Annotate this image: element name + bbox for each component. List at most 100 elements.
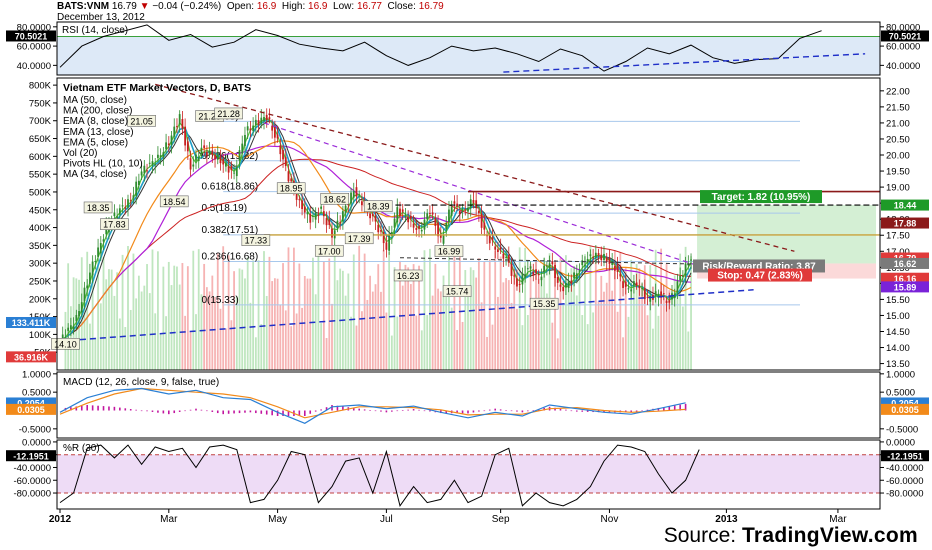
- volume-bar: [619, 252, 622, 370]
- candle-body: [78, 311, 80, 317]
- volume-bar: [516, 308, 518, 370]
- y-tick-label: 20.00: [886, 151, 910, 162]
- candle-body: [442, 234, 445, 244]
- candle-body: [448, 209, 450, 223]
- macd-histogram-bar: [565, 409, 567, 411]
- macd-panel: MACD (12, 26, close, 9, false, true) 1.00…: [6, 369, 929, 435]
- volume-bar: [412, 264, 415, 370]
- volume-bar: [317, 252, 320, 370]
- volume-bar: [344, 295, 347, 370]
- volume-bar: [377, 264, 380, 370]
- pivot-label: 21.05: [130, 116, 153, 126]
- volume-bar: [562, 304, 565, 370]
- volume-bar: [173, 265, 176, 370]
- candle-body: [355, 187, 358, 197]
- candle-body: [676, 281, 679, 292]
- tradingview-logo[interactable]: TradingView.com: [741, 524, 918, 547]
- volume-bar: [578, 274, 581, 370]
- macd-histogram-bar: [336, 405, 339, 411]
- symbol[interactable]: BATS:VNM: [57, 1, 110, 12]
- volume-bar: [545, 293, 548, 370]
- volume-bar: [589, 245, 592, 370]
- pivot-label: 17.39: [348, 234, 371, 244]
- ma200-line: [59, 158, 692, 342]
- candle-body: [178, 114, 181, 125]
- price-badge-bg: [881, 272, 929, 284]
- volume-bar: [167, 261, 170, 370]
- legend-entry: EMA (5, close): [63, 137, 128, 148]
- volume-bar: [404, 264, 407, 370]
- pivot-label: 17.33: [245, 236, 268, 246]
- volume-bar: [276, 278, 279, 370]
- volume-bar: [594, 253, 597, 370]
- volume-bar: [532, 309, 535, 370]
- volume-bar: [205, 287, 208, 370]
- candle-body: [605, 257, 608, 262]
- volume-bar: [396, 316, 399, 370]
- candle-body: [464, 209, 467, 211]
- macd-histogram-bar: [91, 405, 94, 411]
- rsi-trendline: [503, 53, 866, 73]
- volume-bar: [409, 284, 412, 370]
- volume-bar: [507, 280, 510, 370]
- candle-body: [630, 289, 633, 292]
- volume-bar: [331, 303, 333, 370]
- candle-body: [646, 296, 649, 298]
- macd-histogram-bar: [456, 410, 458, 414]
- candle-body: [521, 273, 524, 285]
- candle-body: [184, 126, 187, 146]
- candle-body: [600, 254, 603, 261]
- candle-body: [254, 119, 257, 125]
- volume-bar: [260, 324, 263, 370]
- volume-bar: [488, 259, 491, 370]
- candle-body: [633, 281, 635, 286]
- macd-histogram-bar: [195, 408, 197, 411]
- macd-histogram-bar: [467, 410, 469, 414]
- high-label: High:: [281, 1, 306, 12]
- stop-callout-bg: [708, 268, 812, 282]
- macd-histogram-bar: [184, 410, 186, 412]
- volume-tick-label: 500K: [29, 187, 52, 198]
- macd-line: [59, 387, 686, 424]
- pivot-label-box: [83, 201, 113, 214]
- volume-bar: [393, 267, 396, 370]
- candle-body: [603, 253, 605, 261]
- volume-bar: [170, 285, 173, 370]
- candle-body: [314, 212, 317, 220]
- volume-bar: [605, 282, 608, 370]
- macd-histogram-bar: [249, 410, 252, 413]
- candle-body: [219, 156, 222, 164]
- candle-body: [510, 263, 513, 276]
- candle-body: [260, 117, 263, 124]
- candle-body: [358, 194, 361, 196]
- candle-body: [456, 203, 459, 207]
- macd-histogram-bar: [673, 405, 676, 411]
- volume-bar: [189, 332, 192, 370]
- candle-body: [450, 206, 453, 216]
- candle-body: [608, 257, 611, 264]
- candle-body: [328, 219, 331, 225]
- volume-bar: [630, 259, 633, 370]
- y-tick-label: 19.00: [886, 183, 910, 194]
- macd-histogram-bar: [641, 410, 643, 412]
- y-tick-label: 1.0000: [22, 369, 51, 380]
- candle-body: [537, 273, 540, 276]
- candle-body: [170, 135, 173, 145]
- candle-body: [592, 257, 595, 259]
- pivot-label: 15.74: [446, 287, 469, 297]
- volume-bar: [453, 246, 456, 370]
- pivot-label: 17.00: [318, 246, 341, 256]
- macd-histogram-bar: [461, 410, 464, 414]
- volume-bar: [282, 263, 284, 370]
- wr-last-badge-left: -12.1951: [13, 451, 49, 461]
- volume-bar: [565, 255, 567, 370]
- candle-body: [99, 243, 102, 254]
- candle-body: [148, 162, 151, 164]
- candle-body: [203, 145, 206, 148]
- candle-body: [186, 141, 189, 152]
- volume-bar: [494, 250, 497, 370]
- candle-body: [483, 222, 486, 230]
- rsi-last-badge: 70.5021: [889, 32, 922, 42]
- wr-last-badge-left-bg: [6, 450, 56, 462]
